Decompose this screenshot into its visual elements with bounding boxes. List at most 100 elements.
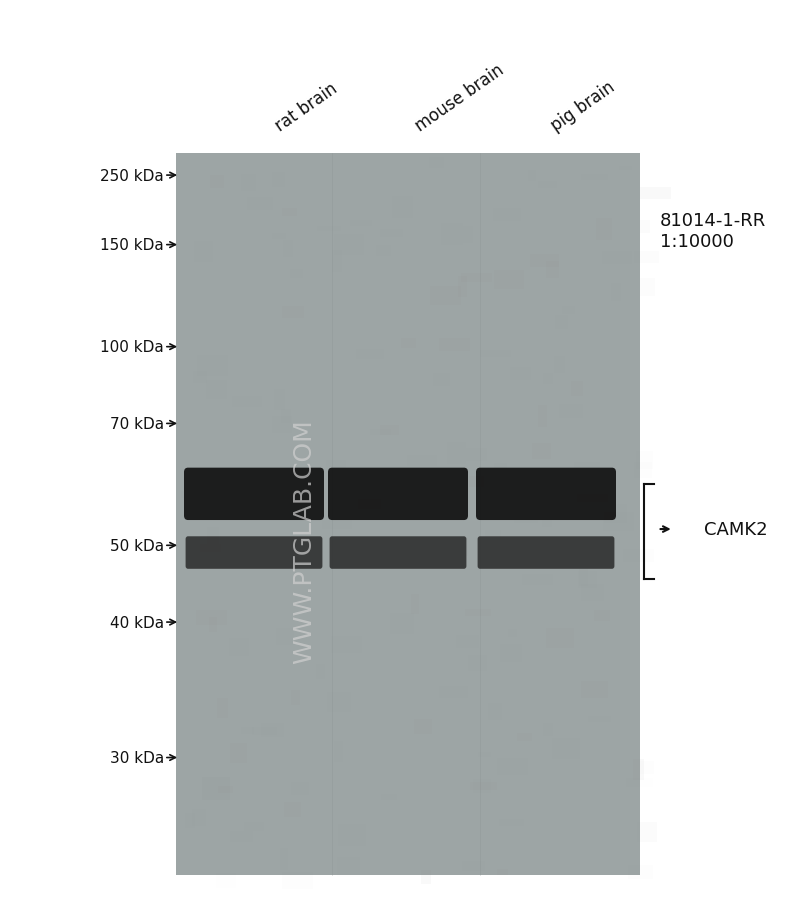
Bar: [374, 851, 406, 870]
Bar: [338, 824, 366, 846]
Bar: [581, 682, 609, 698]
Bar: [182, 632, 194, 654]
Bar: [292, 507, 305, 529]
Bar: [254, 229, 277, 246]
Bar: [423, 328, 438, 340]
Bar: [350, 221, 372, 226]
Bar: [252, 727, 277, 735]
Bar: [446, 443, 466, 465]
Bar: [252, 436, 283, 445]
Bar: [356, 477, 370, 488]
Bar: [214, 589, 228, 600]
Bar: [462, 663, 474, 671]
Bar: [518, 480, 531, 492]
Bar: [415, 386, 442, 396]
Text: 150 kDa: 150 kDa: [100, 238, 164, 253]
Bar: [206, 381, 227, 400]
Text: mouse brain: mouse brain: [412, 61, 507, 135]
Bar: [546, 622, 571, 641]
Bar: [470, 540, 480, 559]
Bar: [485, 530, 502, 551]
Bar: [370, 430, 390, 435]
Bar: [322, 520, 352, 529]
Bar: [543, 723, 554, 737]
Bar: [235, 530, 262, 538]
Bar: [441, 224, 463, 246]
Bar: [623, 550, 654, 562]
Bar: [538, 182, 558, 189]
Bar: [182, 492, 190, 498]
Bar: [571, 382, 583, 397]
Bar: [553, 837, 585, 855]
Bar: [290, 269, 319, 277]
Bar: [196, 611, 227, 626]
FancyBboxPatch shape: [184, 468, 324, 520]
Bar: [514, 511, 538, 523]
Bar: [341, 700, 350, 707]
Bar: [197, 356, 228, 377]
Bar: [433, 373, 450, 386]
Bar: [200, 544, 225, 564]
Bar: [261, 723, 284, 737]
Bar: [195, 261, 227, 282]
Bar: [274, 801, 286, 809]
Bar: [430, 287, 461, 305]
Bar: [301, 729, 316, 741]
Bar: [360, 249, 382, 266]
Bar: [188, 848, 216, 865]
Text: 50 kDa: 50 kDa: [110, 538, 164, 553]
Text: 100 kDa: 100 kDa: [100, 340, 164, 354]
Bar: [541, 218, 559, 238]
Bar: [554, 356, 565, 373]
Bar: [473, 779, 491, 794]
Bar: [198, 782, 229, 805]
Bar: [241, 175, 256, 192]
Bar: [576, 763, 592, 782]
Bar: [560, 683, 586, 687]
Bar: [392, 197, 414, 218]
Bar: [229, 638, 249, 657]
Bar: [547, 655, 562, 670]
Bar: [554, 597, 569, 613]
Bar: [340, 324, 366, 334]
Bar: [330, 441, 352, 462]
Bar: [468, 656, 487, 671]
Bar: [626, 221, 650, 234]
Bar: [535, 248, 566, 261]
Bar: [542, 373, 553, 385]
Bar: [418, 462, 427, 468]
Bar: [499, 819, 524, 826]
FancyBboxPatch shape: [186, 537, 322, 569]
Bar: [209, 617, 218, 632]
Bar: [430, 653, 454, 661]
Bar: [475, 279, 500, 290]
Text: 250 kDa: 250 kDa: [100, 169, 164, 183]
Bar: [432, 558, 461, 570]
Bar: [274, 390, 285, 410]
Bar: [602, 252, 633, 264]
Bar: [342, 237, 371, 253]
Bar: [230, 743, 247, 764]
Bar: [290, 782, 310, 796]
Bar: [273, 172, 285, 188]
Bar: [494, 271, 523, 290]
Bar: [282, 240, 293, 257]
Bar: [638, 279, 655, 297]
Bar: [456, 636, 479, 649]
Bar: [318, 224, 342, 236]
Bar: [326, 460, 346, 469]
Bar: [465, 609, 490, 616]
Bar: [458, 548, 471, 559]
Bar: [484, 496, 512, 515]
Bar: [500, 644, 522, 662]
Bar: [350, 605, 370, 625]
Bar: [530, 254, 559, 268]
Bar: [259, 325, 290, 333]
Bar: [576, 738, 600, 752]
Bar: [469, 477, 484, 487]
Bar: [244, 822, 264, 831]
Bar: [634, 462, 651, 479]
Bar: [338, 579, 356, 592]
Bar: [612, 842, 642, 853]
Bar: [317, 226, 342, 232]
